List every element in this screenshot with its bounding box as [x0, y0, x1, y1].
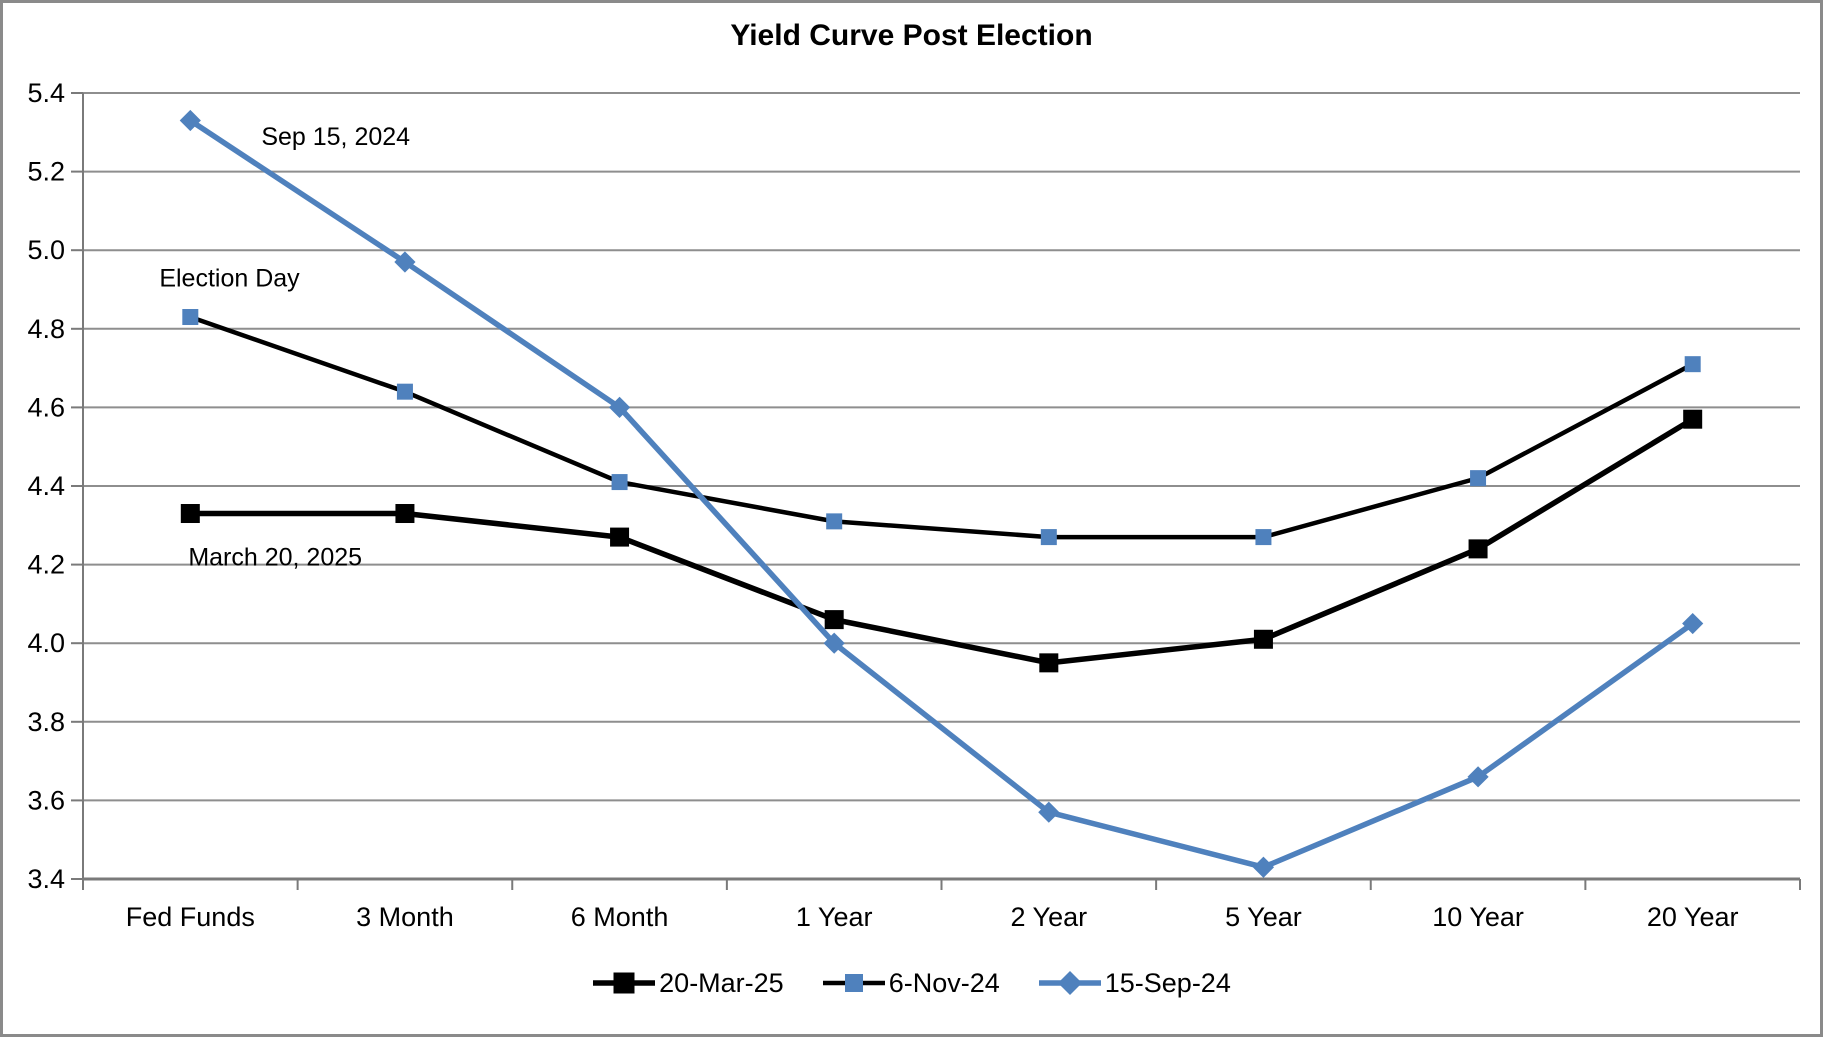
marker-square — [1683, 409, 1703, 429]
marker-diamond — [608, 396, 631, 419]
chart-legend: 20-Mar-25 6-Nov-24 15-Sep-24 — [3, 967, 1820, 999]
marker-square — [180, 504, 200, 524]
y-tick-label: 3.4 — [27, 864, 65, 894]
marker-square — [396, 383, 413, 400]
y-tick-label: 4.6 — [27, 392, 65, 422]
legend-item-6-Nov-24: 6-Nov-24 — [822, 967, 1000, 999]
legend-swatch-6-Nov-24 — [822, 974, 885, 992]
marker-square — [1039, 653, 1059, 673]
y-tick-label: 3.6 — [27, 785, 65, 815]
series-line-20-Mar-25 — [190, 416, 1695, 666]
marker-square — [1255, 529, 1272, 546]
marker-square — [1253, 629, 1273, 649]
y-tick-label: 4.0 — [27, 628, 65, 658]
x-axis-label: 3 Month — [356, 902, 454, 932]
y-tick-label: 5.4 — [27, 78, 65, 108]
x-axis-label: 20 Year — [1647, 902, 1739, 932]
series-line-15-Sep-24 — [188, 118, 1695, 870]
marker-square — [1470, 470, 1487, 487]
legend-label: 6-Nov-24 — [888, 967, 1000, 998]
marker-square — [395, 504, 415, 524]
y-tick-label: 4.2 — [27, 550, 65, 580]
legend-label: 20-Mar-25 — [659, 967, 784, 998]
annotation-label: Sep 15, 2024 — [261, 123, 410, 151]
marker-square — [1684, 356, 1701, 373]
marker-square — [1040, 529, 1057, 546]
y-tick-label: 4.8 — [27, 314, 65, 344]
chart-title: Yield Curve Post Election — [730, 19, 1093, 52]
x-axis-label: 6 Month — [571, 902, 669, 932]
x-axis-label: 2 Year — [1011, 902, 1088, 932]
y-tick-label: 5.0 — [27, 235, 65, 265]
y-tick-label: 4.4 — [27, 471, 65, 501]
marker-diamond — [179, 109, 201, 132]
marker-square — [826, 513, 843, 530]
plot-area: 3.4 3.6 3.8 4.0 4.2 4.4 4.6 4.8 5.0 5.2 5.4 Fed Fun… — [27, 78, 1801, 932]
x-axis-label: 10 Year — [1432, 902, 1524, 932]
marker-square — [610, 527, 630, 547]
annotation-label: March 20, 2025 — [188, 544, 362, 572]
annotation-label: Election Day — [159, 265, 300, 293]
marker-diamond — [1252, 856, 1275, 878]
legend-swatch-20-Mar-25 — [593, 972, 656, 994]
y-tick-label: 3.8 — [27, 707, 65, 737]
legend-label: 15-Sep-24 — [1104, 967, 1231, 998]
legend-item-15-Sep-24: 15-Sep-24 — [1038, 967, 1231, 999]
x-axis-label: 1 Year — [796, 902, 873, 932]
marker-square — [611, 474, 628, 491]
marker-diamond — [823, 632, 845, 654]
marker-square — [824, 610, 844, 630]
x-axis-label: 5 Year — [1225, 902, 1302, 932]
marker-square — [1468, 539, 1488, 559]
series-line-6-Nov-24 — [189, 314, 1694, 540]
marker-square — [182, 309, 199, 326]
legend-item-20-Mar-25: 20-Mar-25 — [592, 967, 784, 999]
x-axis-label: Fed Funds — [126, 902, 255, 932]
y-tick-label: 5.2 — [27, 157, 65, 187]
legend-swatch-15-Sep-24 — [1038, 970, 1101, 996]
